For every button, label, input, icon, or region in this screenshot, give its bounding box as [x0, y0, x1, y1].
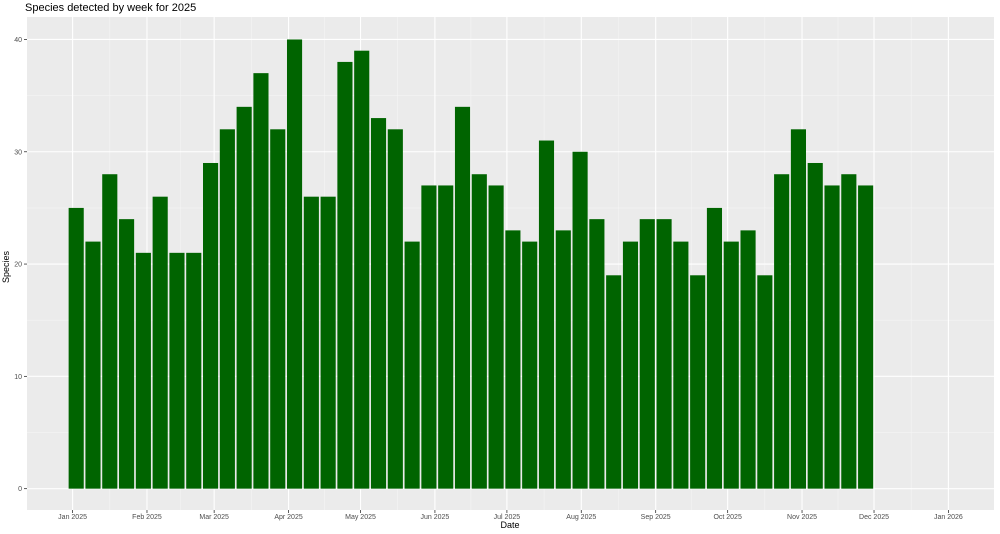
- bar: [824, 185, 840, 489]
- bar: [152, 196, 168, 489]
- bar: [186, 252, 202, 489]
- bar: [841, 174, 857, 489]
- bar: [270, 129, 286, 489]
- x-tick-label: Aug 2025: [566, 514, 596, 521]
- bar: [790, 129, 806, 489]
- bar: [68, 207, 84, 489]
- bar: [337, 61, 353, 489]
- bar: [639, 219, 655, 489]
- bar: [421, 185, 437, 489]
- bar: [690, 275, 706, 489]
- x-tick-label: Apr 2025: [274, 514, 303, 521]
- bar: [169, 252, 185, 489]
- bar: [236, 106, 252, 489]
- bar: [203, 162, 219, 489]
- bar: [723, 241, 739, 489]
- bar: [454, 106, 471, 489]
- x-tick-label: Oct 2025: [713, 514, 742, 521]
- x-tick-label: Jun 2025: [421, 514, 450, 521]
- bar: [102, 174, 118, 489]
- bar: [303, 196, 319, 489]
- x-axis: Jan 2025 Feb 2025 Mar 2025 Apr 2025 May 2025…: [58, 510, 963, 521]
- x-tick-label: Sep 2025: [641, 514, 671, 521]
- y-axis: 0 10 20 30 40: [14, 37, 27, 493]
- chart-title: Species detected by week for 2025: [25, 2, 197, 14]
- bar: [858, 185, 874, 489]
- bar: [286, 39, 303, 489]
- bar: [757, 275, 773, 489]
- bar: [404, 241, 420, 489]
- bar: [505, 230, 521, 489]
- bars: [68, 39, 874, 489]
- x-tick-label: Jan 2025: [58, 514, 87, 521]
- bar: [589, 219, 605, 489]
- y-tick-label: 0: [18, 486, 22, 493]
- y-tick-label: 20: [14, 262, 22, 269]
- bar: [572, 151, 588, 489]
- bar: [354, 50, 370, 489]
- x-tick-label: Nov 2025: [787, 514, 817, 521]
- bar: [119, 219, 135, 489]
- y-tick-label: 30: [14, 149, 22, 156]
- x-tick-label: Feb 2025: [132, 514, 162, 521]
- bar: [622, 241, 639, 489]
- bar: [370, 118, 387, 489]
- bar: [774, 174, 790, 489]
- x-axis-title: Date: [500, 520, 520, 530]
- x-tick-label: Jul 2025: [494, 514, 521, 521]
- x-tick-label: Dec 2025: [859, 514, 889, 521]
- bar: [387, 129, 403, 489]
- x-tick-label: May 2025: [345, 514, 376, 521]
- bar: [219, 129, 235, 489]
- bar: [522, 241, 538, 489]
- bar: [740, 230, 756, 489]
- bar: [253, 73, 269, 489]
- y-tick-label: 40: [14, 37, 22, 44]
- bar: [706, 207, 723, 489]
- x-tick-label: Mar 2025: [199, 514, 229, 521]
- bar: [807, 162, 823, 489]
- bar: [538, 140, 555, 489]
- bar: [606, 275, 622, 489]
- bar: [555, 230, 571, 489]
- bar: [85, 241, 101, 489]
- y-axis-title: Species: [1, 250, 11, 284]
- bar: [488, 185, 504, 489]
- bar: [135, 252, 151, 489]
- bar: [320, 196, 336, 489]
- bar: [656, 219, 672, 489]
- bar: [673, 241, 689, 489]
- y-tick-label: 10: [14, 374, 22, 381]
- bar: [471, 174, 487, 489]
- bar: [438, 185, 454, 489]
- x-tick-label: Jan 2026: [934, 514, 963, 521]
